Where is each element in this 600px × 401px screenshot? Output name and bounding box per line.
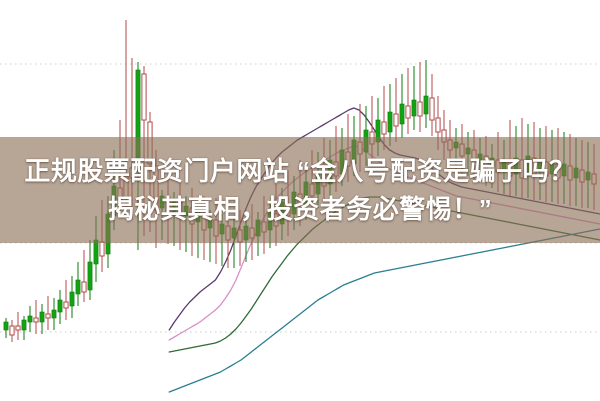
candle-body (33, 317, 39, 323)
candle-body (99, 241, 105, 257)
candle-70 (423, 60, 429, 128)
candle-body (3, 321, 9, 331)
candle-66 (399, 74, 405, 138)
candle-body (9, 325, 15, 336)
candle-body (381, 121, 387, 135)
candle-8 (51, 298, 57, 330)
candle-14 (87, 240, 93, 300)
candle-body (27, 315, 33, 323)
candle-body (15, 325, 21, 331)
candle-body (21, 319, 27, 331)
candle-body (87, 261, 93, 291)
candle-7 (45, 296, 51, 330)
candle-body (411, 99, 417, 117)
candle-11 (69, 276, 75, 318)
candle-body (429, 97, 435, 121)
candle-10 (63, 280, 69, 320)
headline-overlay-band: 正规股票配资门户网站 “金八号配资是骗子吗？ 揭秘其真相，投资者务必警惕！” (0, 137, 600, 243)
candle-body (81, 281, 87, 293)
candle-body (51, 309, 57, 319)
candle-3 (21, 316, 27, 340)
candle-2 (15, 312, 21, 340)
candle-body (141, 73, 147, 121)
candle-body (417, 101, 423, 117)
candle-5 (33, 300, 39, 334)
candle-1 (9, 320, 15, 342)
ma-line-MA-verylong (168, 228, 600, 393)
candle-body (405, 105, 411, 119)
candle-4 (27, 306, 33, 332)
candle-0 (3, 318, 9, 338)
candle-body (387, 111, 393, 133)
candle-67 (405, 68, 411, 134)
candle-68 (411, 66, 417, 130)
candle-body (399, 103, 405, 125)
candle-body (69, 291, 75, 307)
candle-body (57, 299, 63, 313)
candle-71 (429, 74, 435, 136)
headline-line-2: 揭秘其真相，投资者务必警惕！” (107, 194, 493, 224)
candle-64 (387, 84, 393, 146)
candle-65 (393, 78, 399, 142)
candle-body (423, 95, 429, 115)
candle-69 (417, 62, 423, 132)
candle-9 (57, 290, 63, 324)
candle-12 (75, 262, 81, 306)
candle-13 (81, 250, 87, 302)
candle-body (435, 117, 441, 133)
candle-body (93, 239, 99, 265)
candle-body (45, 313, 51, 319)
headline-line-1: 正规股票配资门户网站 “金八号配资是骗子吗？ (24, 156, 576, 186)
candle-6 (39, 304, 45, 334)
candle-body (75, 279, 81, 295)
candle-body (393, 113, 399, 127)
candle-body (39, 311, 45, 323)
candle-body (63, 301, 69, 309)
